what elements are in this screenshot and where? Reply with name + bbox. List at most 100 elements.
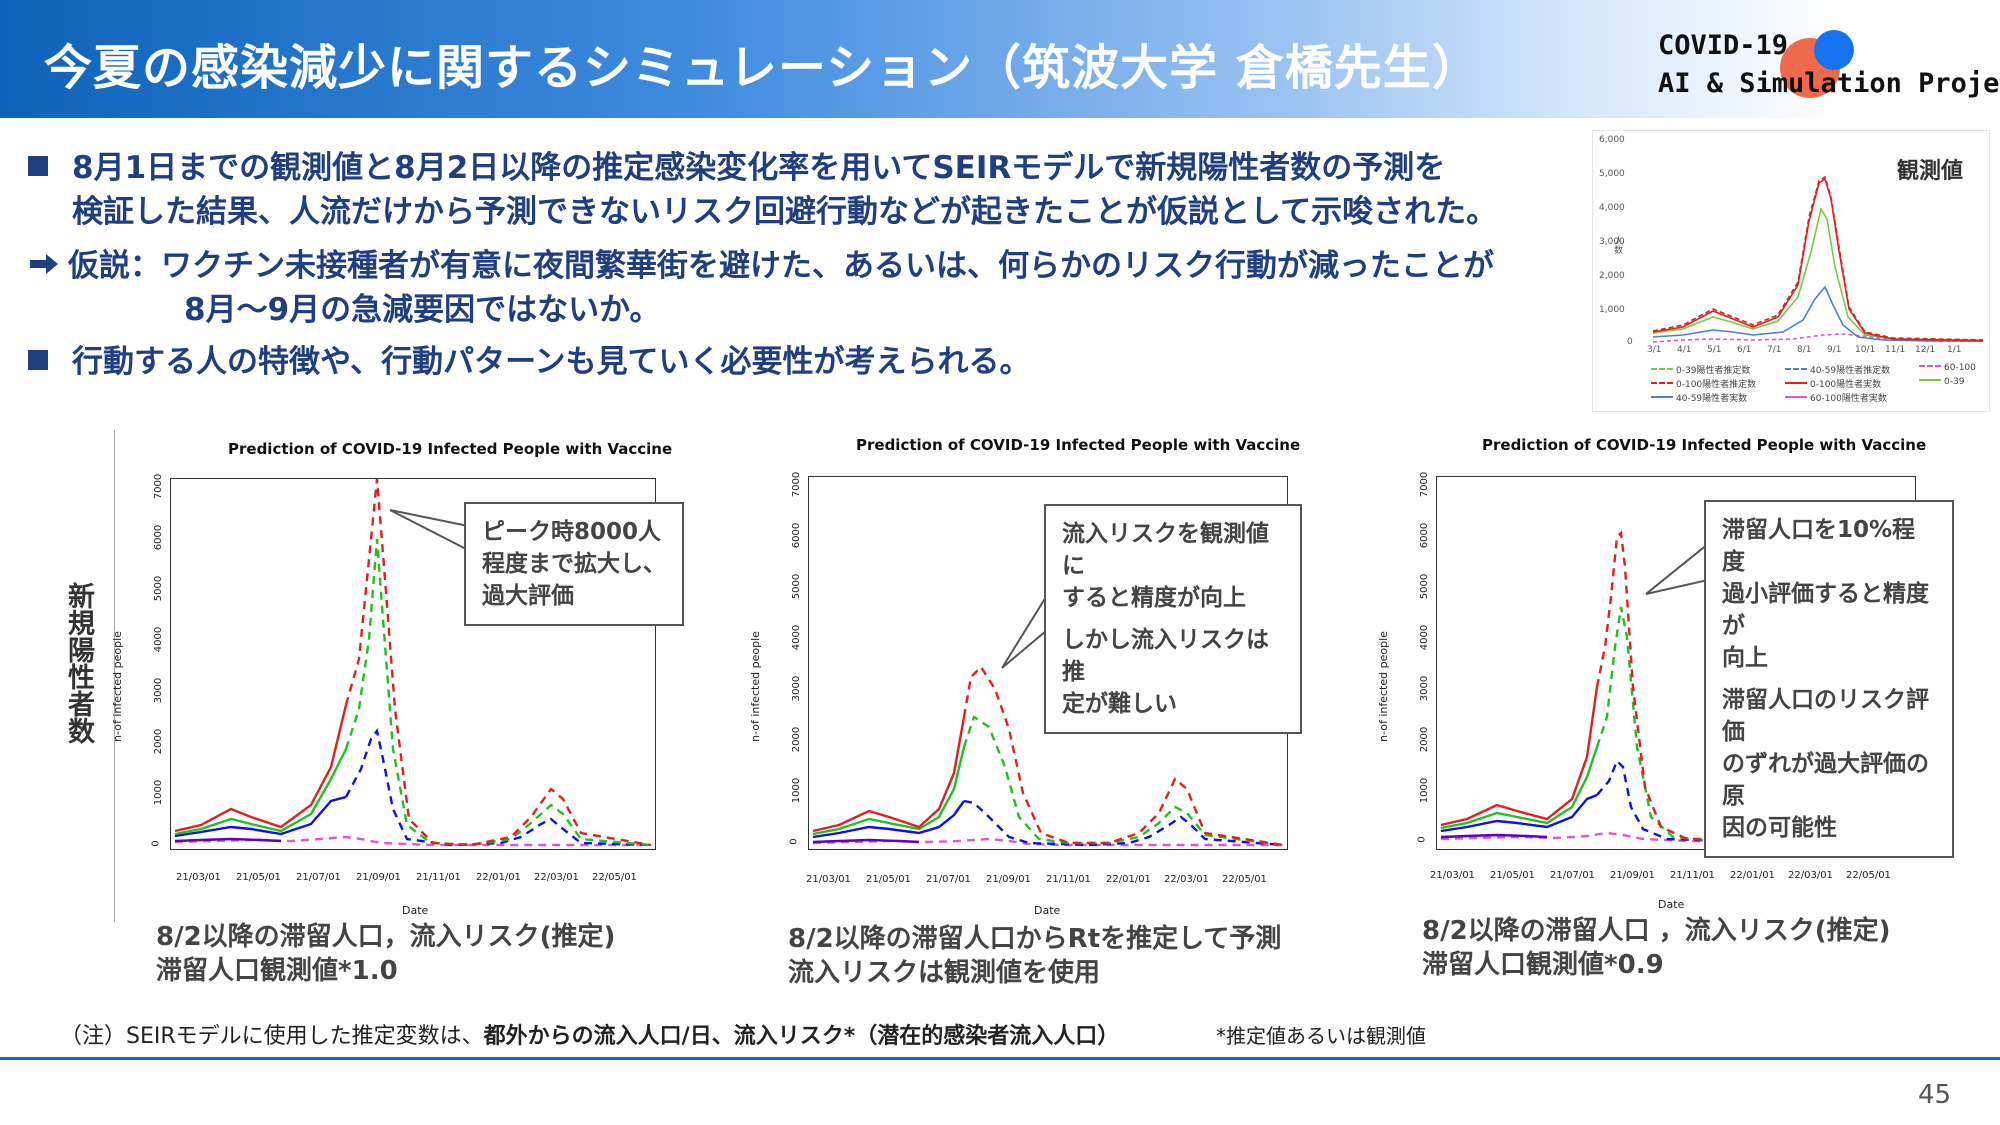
x-tick: 22/05/01	[1846, 870, 1891, 881]
callout-line: ピーク時8000人	[482, 519, 662, 545]
x-tick: 21/11/01	[416, 872, 461, 883]
y-tick: 5000	[791, 573, 803, 600]
y-tick: 0	[150, 840, 162, 847]
logo-blue-circle	[1814, 30, 1854, 70]
y-tick: 0	[788, 838, 800, 845]
legend-item: 0-100陽性者実数	[1785, 377, 1881, 390]
y-tick: 1,000	[1599, 305, 1625, 315]
callout-line: 定が難しい	[1062, 691, 1177, 717]
x-tick: 21/09/01	[986, 874, 1031, 885]
panel2-x-label: Date	[1034, 904, 1061, 917]
x-tick: 22/01/01	[1730, 870, 1775, 881]
divider-line	[114, 430, 115, 922]
callout1-pointer	[390, 509, 469, 552]
panel1-callout: ピーク時8000人 程度まで拡大し、 過大評価	[464, 502, 684, 626]
x-tick: 12/1	[1915, 345, 1936, 355]
panel3-callout: 滞留人口を10%程度 過小評価すると精度が 向上 滞留人口のリスク評価 のずれが…	[1704, 500, 1954, 858]
panel2-caption: 8/2以降の滞留人口からRtを推定して予測 流入リスクは観測値を使用	[788, 922, 1281, 990]
x-tick: 1/1	[1947, 345, 1962, 355]
x-tick: 9/1	[1827, 345, 1842, 355]
x-tick: 4/1	[1677, 345, 1692, 355]
y-tick: 7000	[1419, 471, 1431, 498]
callout3-pointer	[1645, 541, 1709, 595]
caption-line: 8/2以降の滞留人口，流入リスク(推定)	[156, 922, 616, 952]
bullet-item: 8月1日までの観測値と8月2日以降の推定感染変化率を用いてSEIRモデルで新規陽…	[28, 142, 1445, 187]
x-tick: 21/03/01	[176, 872, 221, 883]
caption-line: 8/2以降の滞留人口 ，流入リスク(推定)	[1422, 916, 1891, 946]
panel2-curves	[812, 665, 1284, 847]
x-tick: 21/05/01	[866, 874, 911, 885]
legend-item: 0-39	[1919, 377, 1964, 387]
y-side-label: 新規陽性者数	[63, 582, 94, 744]
x-tick: 7/1	[1767, 345, 1782, 355]
x-tick: 21/07/01	[1550, 870, 1595, 881]
callout-line: 向上	[1722, 645, 1768, 671]
panel1-caption: 8/2以降の滞留人口，流入リスク(推定) 滞留人口観測値*1.0	[156, 920, 615, 988]
panel3-x-label: Date	[1658, 898, 1685, 911]
y-tick: 4000	[791, 624, 803, 651]
y-tick: 7000	[153, 473, 165, 500]
y-tick: 4000	[1419, 624, 1431, 651]
footnote: （注）SEIRモデルに使用した推定変数は、都外からの流入人口/日、流入リスク*（…	[60, 1018, 1119, 1050]
y-tick: 6000	[153, 524, 165, 551]
observed-values-chart: 観測値 6,000 5,000 4,000 3,000 2,000 1,000 …	[1592, 130, 1990, 412]
footnote-asterisk: *推定値あるいは観測値	[1216, 1024, 1426, 1048]
y-tick: 2000	[791, 726, 803, 753]
x-tick: 21/09/01	[356, 872, 401, 883]
x-tick: 3/1	[1647, 345, 1662, 355]
y-tick: 2000	[153, 728, 165, 755]
footnote-prefix: （注）SEIRモデルに使用した推定変数は、	[60, 1024, 484, 1049]
bullet-text: 8月～9月の急減要因ではないか。	[184, 292, 661, 328]
panel3-y-label: n-of infected people	[1376, 631, 1390, 742]
y-tick: 6000	[791, 522, 803, 549]
callout-line: 程度まで拡大し、	[482, 551, 666, 577]
panel3-caption: 8/2以降の滞留人口 ，流入リスク(推定) 滞留人口観測値*0.9	[1422, 914, 1891, 982]
x-tick: 22/03/01	[1788, 870, 1833, 881]
legend-item: 0-39陽性者推定数	[1651, 363, 1750, 376]
x-tick: 22/03/01	[534, 872, 579, 883]
x-tick: 21/03/01	[806, 874, 851, 885]
y-tick: 6000	[1419, 522, 1431, 549]
y-tick: 1000	[791, 777, 803, 804]
callout-line: のずれが過大評価の原	[1722, 751, 1929, 809]
y-tick: 3000	[1419, 675, 1431, 702]
legend-item: 60-100	[1919, 363, 1976, 373]
panel2-y-label: n-of infected people	[748, 631, 762, 742]
y-tick: 6,000	[1599, 135, 1625, 145]
x-tick: 22/05/01	[592, 872, 637, 883]
x-tick: 10/1	[1855, 345, 1876, 355]
bullet-text: 仮説：ワクチン未接種者が有意に夜間繁華街を避けた、あるいは、何らかのリスク行動が…	[68, 248, 1494, 284]
x-tick: 8/1	[1797, 345, 1812, 355]
y-axis-label: 人数	[1612, 236, 1622, 254]
page-title: 今夏の感染減少に関するシミュレーション（筑波大学 倉橋先生）	[44, 40, 1481, 96]
legend-item: 40-59陽性者実数	[1651, 391, 1747, 404]
header-banner: 今夏の感染減少に関するシミュレーション（筑波大学 倉橋先生） COVID-19 …	[0, 0, 2000, 118]
caption-line: 滞留人口観測値*0.9	[1422, 950, 1664, 980]
x-tick: 22/05/01	[1222, 874, 1267, 885]
bullet-text: 行動する人の特徴や、行動パターンも見ていく必要性が考えられる。	[72, 344, 1031, 380]
y-tick: 4,000	[1599, 203, 1625, 213]
observed-chart-plot	[1653, 175, 1984, 343]
arrow-right-icon	[28, 248, 68, 284]
panel1-chart-title: Prediction of COVID-19 Infected People w…	[228, 440, 673, 458]
callout-line: 過大評価	[482, 583, 574, 609]
callout-line: 流入リスクを観測値に	[1062, 521, 1269, 579]
y-tick: 5000	[1419, 573, 1431, 600]
y-tick: 2000	[1419, 726, 1431, 753]
callout-line: しかし流入リスクは推	[1062, 627, 1269, 685]
bullet-text: 8月1日までの観測値と8月2日以降の推定感染変化率を用いてSEIRモデルで新規陽…	[72, 150, 1446, 186]
x-tick: 21/03/01	[1430, 870, 1475, 881]
bullet-item: 行動する人の特徴や、行動パターンも見ていく必要性が考えられる。	[28, 336, 1031, 381]
x-tick: 5/1	[1707, 345, 1722, 355]
y-tick: 7000	[791, 471, 803, 498]
caption-line: 8/2以降の滞留人口からRtを推定して予測	[788, 924, 1282, 954]
x-tick: 21/11/01	[1670, 870, 1715, 881]
panel3-chart-title: Prediction of COVID-19 Infected People w…	[1482, 436, 1927, 454]
y-tick: 2,000	[1599, 271, 1625, 281]
bullet-item: 8月～9月の急減要因ではないか。	[184, 284, 661, 329]
observed-label: 観測値	[1897, 159, 1964, 184]
y-tick: 0	[1627, 337, 1633, 347]
square-bullet-icon	[28, 156, 48, 176]
panel1-x-label: Date	[402, 904, 429, 917]
square-bullet-icon	[28, 350, 48, 370]
